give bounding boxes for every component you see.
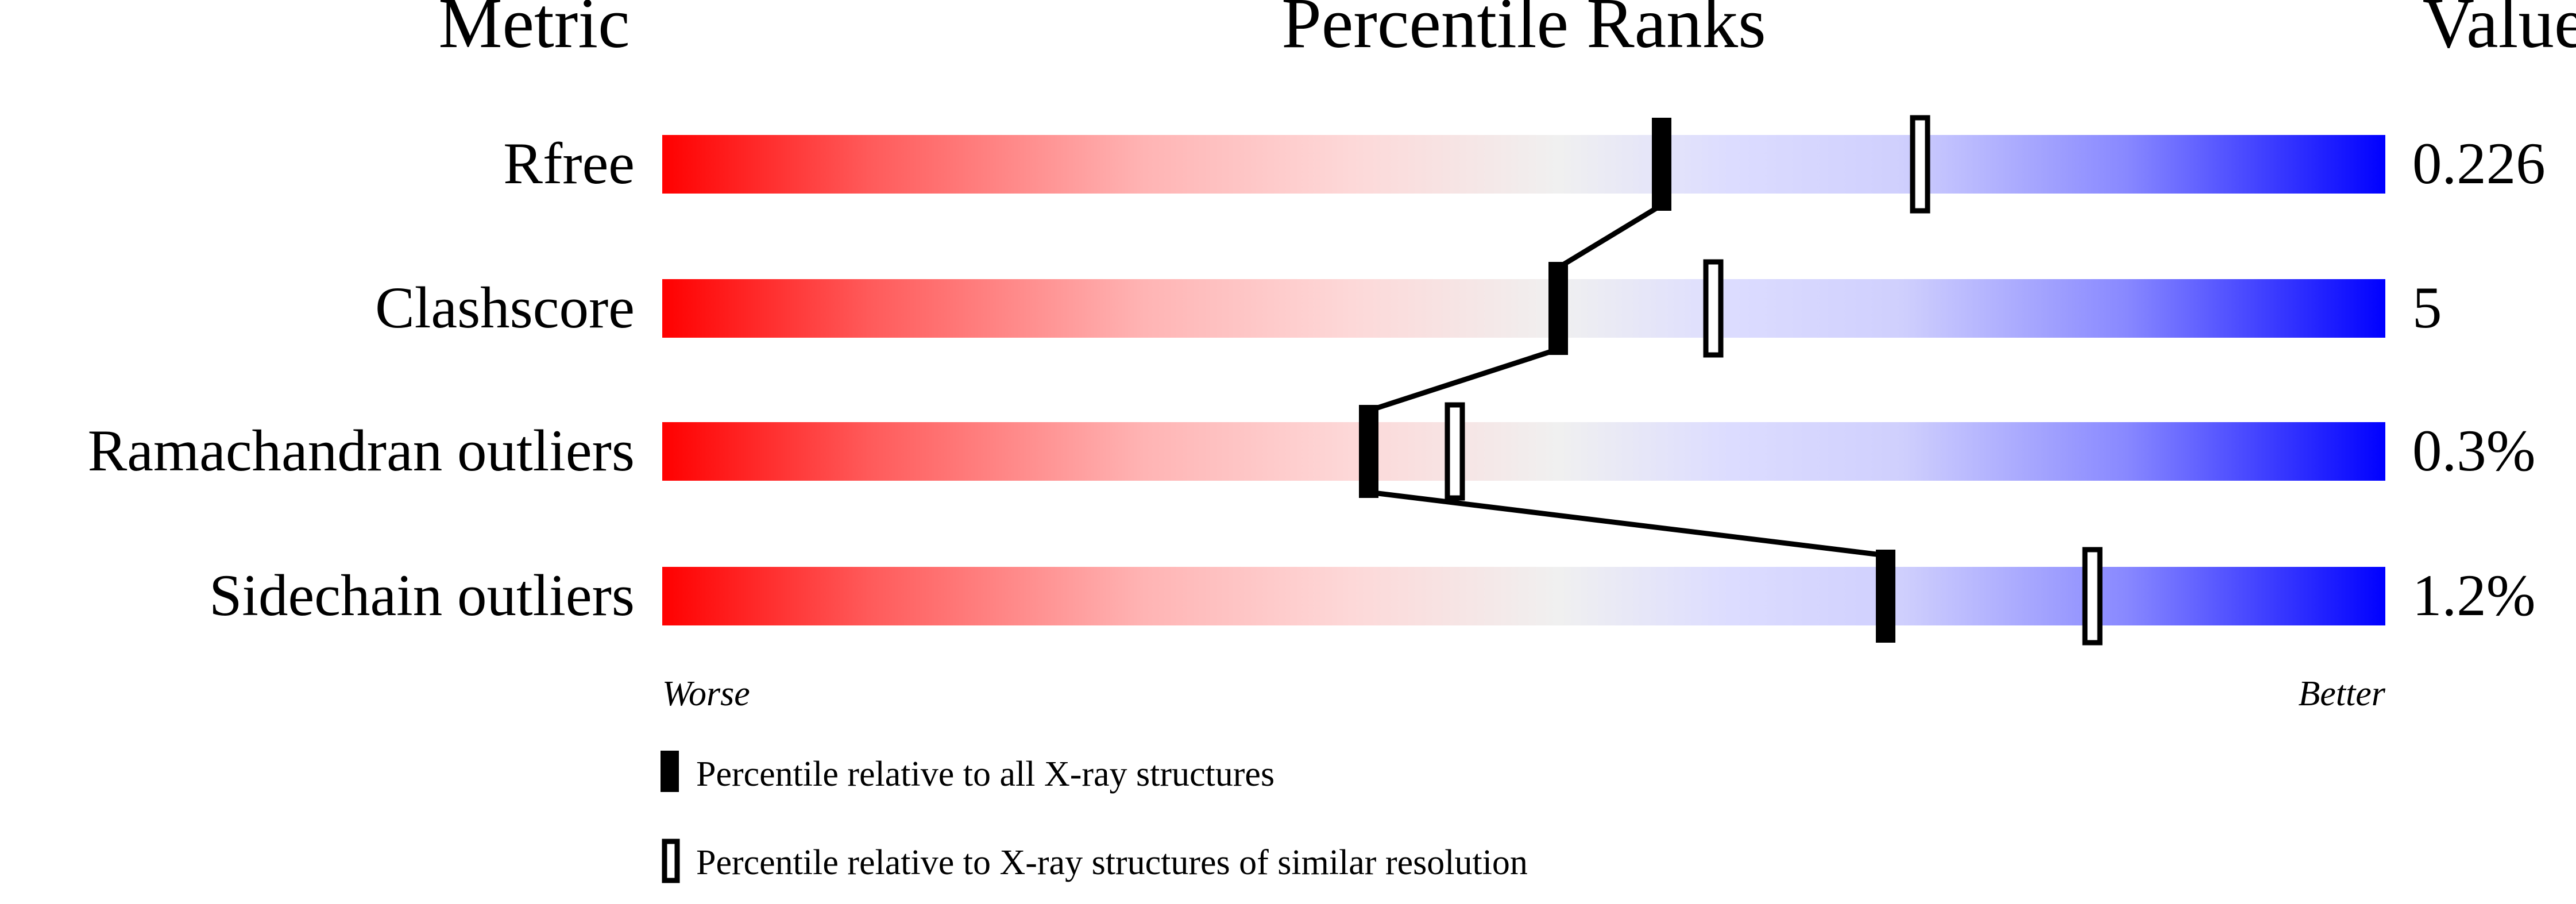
all-structures-marker: [1359, 405, 1378, 498]
header-metric: Metric: [438, 0, 629, 63]
header-value: Value: [2423, 0, 2576, 63]
worse-label: Worse: [662, 674, 750, 713]
metric-label: Sidechain outliers: [209, 563, 635, 628]
better-label: Better: [2299, 674, 2386, 713]
metric-label: Rfree: [503, 131, 635, 196]
metric-value: 5: [2412, 275, 2442, 341]
legend-hollow-marker: [662, 839, 680, 883]
percentile-bar: [662, 279, 2385, 338]
percentile-bar: [662, 567, 2385, 625]
metric-label: Clashscore: [375, 275, 635, 341]
header-percentile-ranks: Percentile Ranks: [1281, 0, 1766, 63]
legend-label-similar: Percentile relative to X-ray structures …: [696, 843, 1528, 882]
metric-value: 0.3%: [2412, 418, 2536, 484]
similar-resolution-marker: [2082, 547, 2103, 646]
connector-line: [1557, 203, 1663, 270]
metric-value: 1.2%: [2412, 563, 2536, 628]
similar-resolution-marker: [1703, 259, 1724, 358]
metric-label: Ramachandran outliers: [88, 418, 635, 484]
connector-line: [1368, 346, 1559, 414]
percentile-bar: [662, 135, 2385, 194]
legend-filled-marker: [661, 751, 679, 792]
all-structures-marker: [1652, 118, 1671, 211]
connector-line: [1368, 489, 1886, 558]
metric-value: 0.226: [2412, 131, 2546, 196]
percentile-bar: [662, 422, 2385, 481]
all-structures-marker: [1548, 262, 1568, 355]
similar-resolution-marker: [1445, 402, 1465, 501]
all-structures-marker: [1876, 550, 1895, 643]
similar-resolution-marker: [1910, 115, 1930, 214]
legend-label-all: Percentile relative to all X-ray structu…: [696, 755, 1275, 794]
